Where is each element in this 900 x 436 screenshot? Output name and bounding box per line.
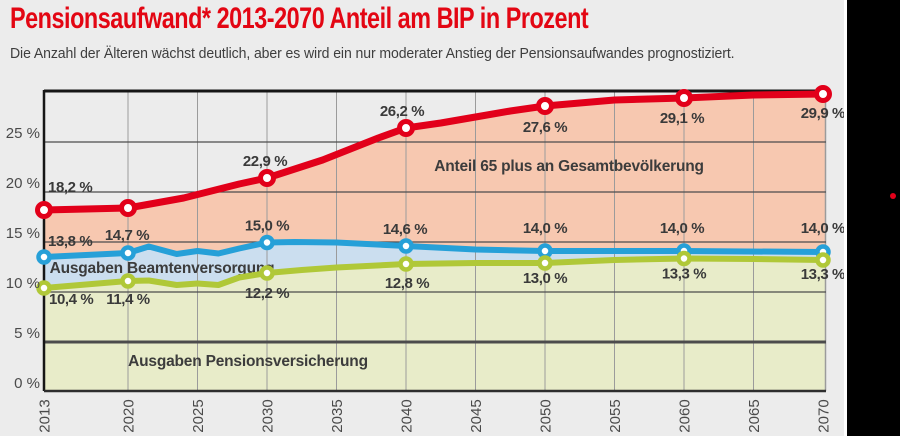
area-label-anteil65: Anteil 65 plus an Gesamtbevölkerung [434,158,704,175]
data-label-beamte-2060: 14,0 % [660,220,704,237]
data-label-pension-2040: 12,8 % [385,275,429,292]
data-label-anteil65-2060: 29,1 % [660,110,704,127]
data-label-beamte-2050: 14,0 % [523,220,567,237]
data-point-pension-2060 [676,250,692,267]
data-label-beamte-2020: 14,7 % [105,227,149,244]
data-point-anteil65-2030 [258,169,276,187]
data-label-beamte-2030: 15,0 % [245,218,289,235]
data-label-anteil65-2040: 26,2 % [380,103,424,120]
y-axis-label: 20 % [6,175,40,192]
data-point-anteil65-2013 [35,201,53,219]
x-axis-label: 2065 [746,399,763,432]
data-point-anteil65-2050 [536,97,554,115]
data-point-pension-2013 [36,280,52,296]
area-label-beamte: Ausgaben Beamtenversorgung [50,260,275,277]
data-label-anteil65-2050: 27,6 % [523,119,567,136]
data-label-beamte-2013: 13,8 % [48,233,92,250]
data-label-beamte-2040: 14,6 % [383,221,427,238]
x-axis-label: 2050 [537,399,554,432]
x-axis-label: 2045 [468,399,485,432]
data-point-anteil65-2070 [814,85,832,103]
data-label-beamte-2070: 14,0 % [801,220,845,237]
data-label-pension-2060: 13,3 % [662,266,706,283]
data-point-anteil65-2020 [119,199,137,217]
x-axis-label: 2030 [259,399,276,432]
data-point-beamte-2030 [259,234,275,251]
page-title: Pensionsaufwand* 2013-2070 Anteil am BIP… [10,2,589,35]
data-point-pension-2020 [120,273,136,289]
page-subtitle: Die Anzahl der Älteren wächst deutlich, … [10,46,735,62]
x-axis-label: 2040 [398,399,415,432]
data-point-pension-2030 [259,265,275,281]
data-point-beamte-2020 [120,245,136,261]
x-axis-label: 2055 [607,399,624,432]
x-axis-label: 2013 [36,399,53,432]
data-label-pension-2013: 10,4 % [49,291,93,308]
y-axis-label: 10 % [6,275,40,292]
area-fill-anteil65 [44,94,826,257]
y-axis-label: 15 % [6,225,40,242]
data-point-pension-2040 [398,256,414,272]
area-label-pension: Ausgaben Pensionsversicherung [128,353,368,370]
data-point-anteil65-2060 [675,89,693,107]
x-axis-label: 2060 [676,399,693,432]
data-point-anteil65-2040 [397,119,415,137]
data-label-pension-2030: 12,2 % [245,285,289,302]
y-axis-label: 0 % [14,375,40,392]
x-axis-label: 2035 [329,399,346,432]
data-point-beamte-2040 [398,238,414,254]
data-label-pension-2070: 13,3 % [801,266,845,283]
x-axis-label: 2070 [815,399,832,432]
data-label-pension-2050: 13,0 % [523,270,567,287]
red-dot-indicator [890,193,896,199]
data-label-pension-2020: 11,4 % [106,291,150,308]
y-axis-label: 5 % [14,325,40,342]
data-point-beamte-2050 [537,243,553,259]
data-point-beamte-2013 [36,249,52,265]
data-point-pension-2070 [815,252,831,268]
data-label-anteil65-2013: 18,2 % [48,179,92,196]
series-line-anteil65 [40,90,827,214]
data-label-anteil65-2070: 29,9 % [801,105,845,122]
y-axis-label: 25 % [6,125,40,142]
x-axis-label: 2020 [120,399,137,432]
data-point-pension-2050 [537,255,553,271]
right-black-bar [844,0,900,436]
data-label-anteil65-2030: 22,9 % [243,153,287,170]
x-axis-label: 2025 [190,399,207,432]
series-line-pension [41,255,826,291]
